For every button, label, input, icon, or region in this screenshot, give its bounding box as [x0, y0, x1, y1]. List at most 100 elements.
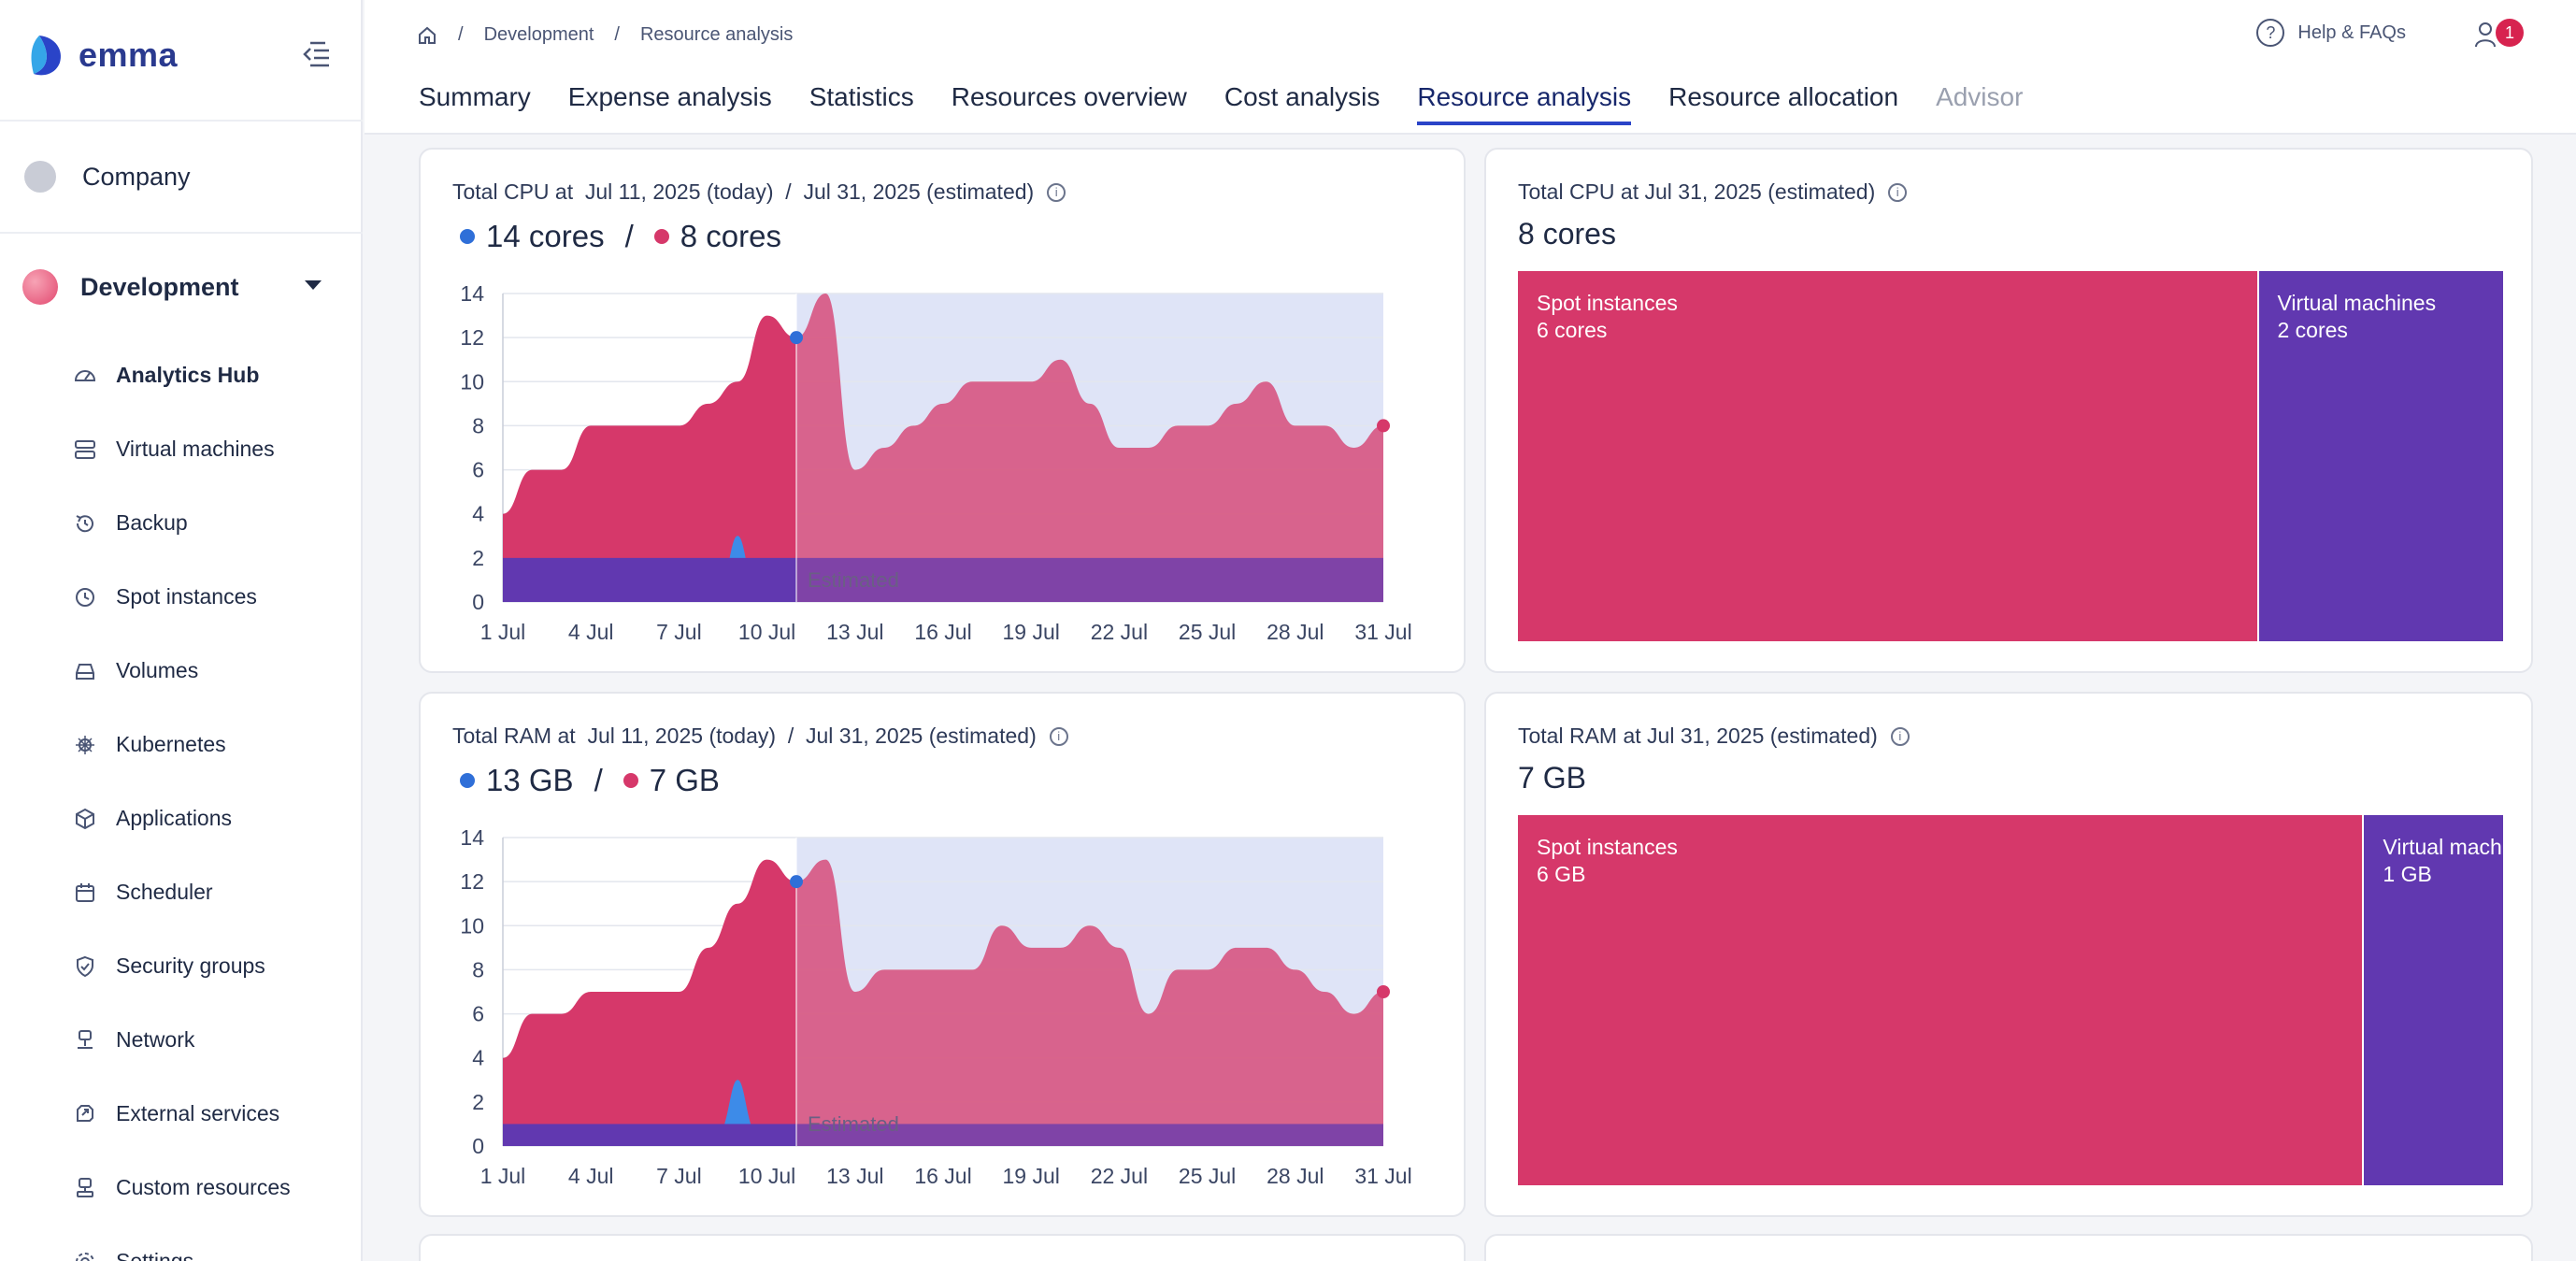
sidebar-item-label: Spot instances: [116, 584, 257, 609]
sidebar-item-virtual-machines[interactable]: Virtual machines: [73, 412, 291, 486]
sidebar-item-volumes[interactable]: Volumes: [73, 634, 291, 708]
x-tick-label: 31 Jul: [1354, 1164, 1411, 1188]
tab-resources-overview[interactable]: Resources overview: [951, 82, 1187, 111]
cell-value: 6 cores: [1537, 318, 1608, 342]
history-icon: [76, 514, 93, 532]
sidebar-item-applications[interactable]: Applications: [73, 781, 291, 855]
y-tick-label: 8: [472, 957, 484, 982]
breakdown-total: 8 cores: [1518, 217, 1616, 251]
title-today: Jul 11, 2025 (today): [584, 179, 774, 204]
helm-icon: [76, 735, 94, 754]
treemap-cell-spot-instances[interactable]: Spot instances 6 GB: [1518, 815, 2363, 1185]
sidebar-item-settings[interactable]: Settings: [73, 1225, 291, 1261]
top-header: / Development / Resource analysis ? Help…: [365, 0, 2576, 135]
y-tick-label: 12: [460, 325, 484, 350]
next-card-right: [1484, 1234, 2533, 1261]
x-tick-label: 10 Jul: [738, 1164, 795, 1188]
x-tick-label: 25 Jul: [1179, 1164, 1236, 1188]
series-total-estimated-area: [796, 859, 1383, 1146]
sidebar-item-label: External services: [116, 1101, 280, 1125]
breadcrumb-item[interactable]: Development: [483, 24, 594, 45]
end-point: [1377, 985, 1390, 998]
y-tick-label: 8: [472, 413, 484, 437]
x-tick-label: 1 Jul: [480, 1164, 526, 1188]
x-tick-label: 16 Jul: [914, 620, 971, 644]
cloud-link-icon: [77, 1104, 93, 1122]
breakdown-title: Total CPU at Jul 31, 2025 (estimated): [1518, 179, 1876, 204]
today-point: [790, 875, 803, 889]
tab-cost-analysis[interactable]: Cost analysis: [1224, 82, 1381, 111]
sidebar-item-backup[interactable]: Backup: [73, 486, 291, 560]
series-total-area: [503, 315, 796, 602]
sidebar-item-spot-instances[interactable]: Spot instances: [73, 560, 291, 634]
chevron-down-icon: [305, 280, 322, 290]
series-base-estimated-area: [796, 1124, 1383, 1146]
notification-badge: 1: [2496, 19, 2524, 47]
tab-resource-analysis[interactable]: Resource analysis: [1417, 82, 1631, 125]
x-tick-label: 4 Jul: [568, 1164, 614, 1188]
sidebar-item-label: Kubernetes: [116, 732, 226, 756]
end-point: [1377, 419, 1390, 433]
card-title: Total CPU at Jul 31, 2025 (estimated) i: [1518, 179, 1908, 205]
tab-statistics[interactable]: Statistics: [809, 82, 914, 111]
treemap-cell-virtual-machines[interactable]: Virtual machines 1 GB: [2362, 815, 2503, 1185]
y-tick-label: 6: [472, 458, 484, 482]
sidebar-item-kubernetes[interactable]: Kubernetes: [73, 708, 291, 781]
title-separator: /: [785, 179, 792, 204]
breadcrumb-item[interactable]: Resource analysis: [639, 24, 794, 45]
current-dot-icon: [460, 773, 475, 788]
y-tick-label: 0: [472, 1134, 484, 1158]
project-icon: [22, 269, 58, 305]
today-point: [790, 331, 803, 345]
cell-name: Spot instances: [1537, 835, 1678, 859]
totals-separator: /: [624, 219, 634, 253]
sidebar-item-analytics-hub[interactable]: Analytics Hub: [73, 338, 291, 412]
sidebar-item-network[interactable]: Network: [73, 1003, 291, 1077]
user-menu[interactable]: 1: [2475, 19, 2524, 50]
emma-logo-icon: [31, 36, 62, 76]
sidebar-item-scheduler[interactable]: Scheduler: [73, 855, 291, 929]
org-label: Company: [82, 162, 191, 191]
info-icon[interactable]: i: [1888, 182, 1908, 202]
y-tick-label: 0: [472, 590, 484, 614]
tab-bar: Summary Expense analysis Statistics Reso…: [419, 82, 2060, 125]
sidebar-divider: [0, 232, 363, 234]
title-separator: /: [787, 724, 794, 748]
org-selector[interactable]: Company: [24, 161, 191, 193]
series-base-area: [503, 557, 796, 602]
series-total-estimated-area: [796, 294, 1383, 602]
info-icon[interactable]: i: [1890, 726, 1910, 746]
sidebar-item-custom-resources[interactable]: Custom resources: [73, 1151, 291, 1225]
collapse-sidebar-icon[interactable]: [301, 39, 333, 73]
estimated-annotation: Estimated: [808, 568, 899, 592]
info-icon[interactable]: i: [1049, 726, 1068, 746]
series-base-estimated-area: [796, 557, 1383, 602]
sidebar-item-security-groups[interactable]: Security groups: [73, 929, 291, 1003]
sidebar-item-external-services[interactable]: External services: [73, 1077, 291, 1151]
estimated-total: 8 cores: [680, 219, 781, 253]
tab-expense-analysis[interactable]: Expense analysis: [567, 82, 772, 111]
tab-summary[interactable]: Summary: [419, 82, 531, 111]
x-tick-label: 7 Jul: [656, 1164, 702, 1188]
brand-name: emma: [79, 36, 179, 74]
x-tick-label: 10 Jul: [738, 620, 795, 644]
treemap-cell-spot-instances[interactable]: Spot instances 6 cores: [1518, 271, 2257, 641]
sidebar-nav: Analytics Hub Virtual machines Backup Sp…: [73, 338, 291, 1261]
sidebar-item-label: Virtual machines: [116, 437, 275, 461]
sidebar-item-label: Settings: [116, 1249, 194, 1261]
tab-resource-allocation[interactable]: Resource allocation: [1668, 82, 1899, 111]
current-total: 13 GB: [486, 763, 574, 797]
brand-logo[interactable]: emma: [26, 32, 178, 79]
y-tick-label: 10: [460, 369, 484, 394]
ram-treemap: Spot instances 6 GB Virtual machines 1 G…: [1518, 815, 2503, 1185]
treemap-cell-virtual-machines[interactable]: Virtual machines 2 cores: [2256, 271, 2503, 641]
info-icon[interactable]: i: [1047, 182, 1066, 202]
next-card-left: [419, 1234, 1466, 1261]
calendar-icon: [76, 882, 94, 902]
home-icon[interactable]: [417, 25, 437, 46]
series-total-area: [503, 859, 796, 1146]
project-selector[interactable]: Development: [22, 269, 322, 305]
help-faqs-link[interactable]: ? Help & FAQs: [2256, 19, 2406, 47]
ram-trend-card: Total RAM at Jul 11, 2025 (today) / Jul …: [419, 692, 1466, 1217]
estimated-total: 7 GB: [649, 763, 720, 797]
